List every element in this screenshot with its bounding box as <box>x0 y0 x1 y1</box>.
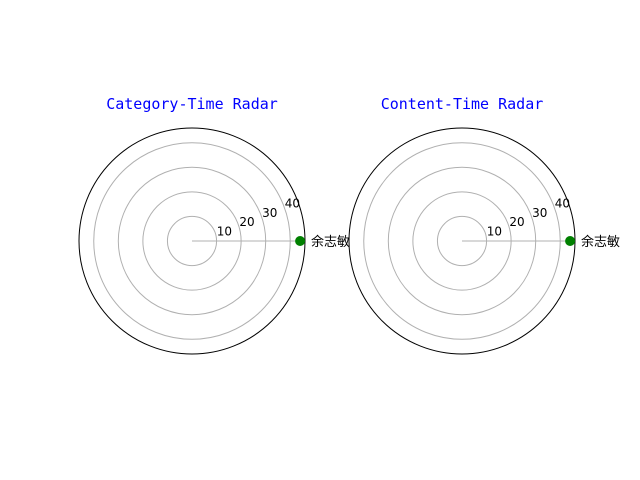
r-tick-label: 30 <box>262 206 277 220</box>
r-tick-label: 30 <box>532 206 547 220</box>
r-tick-label: 20 <box>509 215 524 229</box>
r-tick-label: 10 <box>217 225 232 239</box>
r-tick-label: 40 <box>555 196 570 210</box>
chart-title: Category-Time Radar <box>106 95 278 113</box>
content-time-radar: Content-Time Radar 10 20 30 40 余志敏 <box>348 95 620 355</box>
data-point <box>565 236 576 246</box>
r-tick-label: 40 <box>285 196 300 210</box>
r-tick-label: 10 <box>487 225 502 239</box>
category-time-radar: Category-Time Radar 10 20 30 40 余志敏 <box>78 95 350 355</box>
chart-title: Content-Time Radar <box>381 95 544 113</box>
category-label: 余志敏 <box>581 234 620 250</box>
data-point <box>295 236 306 246</box>
category-label: 余志敏 <box>311 234 350 250</box>
r-tick-label: 20 <box>239 215 254 229</box>
